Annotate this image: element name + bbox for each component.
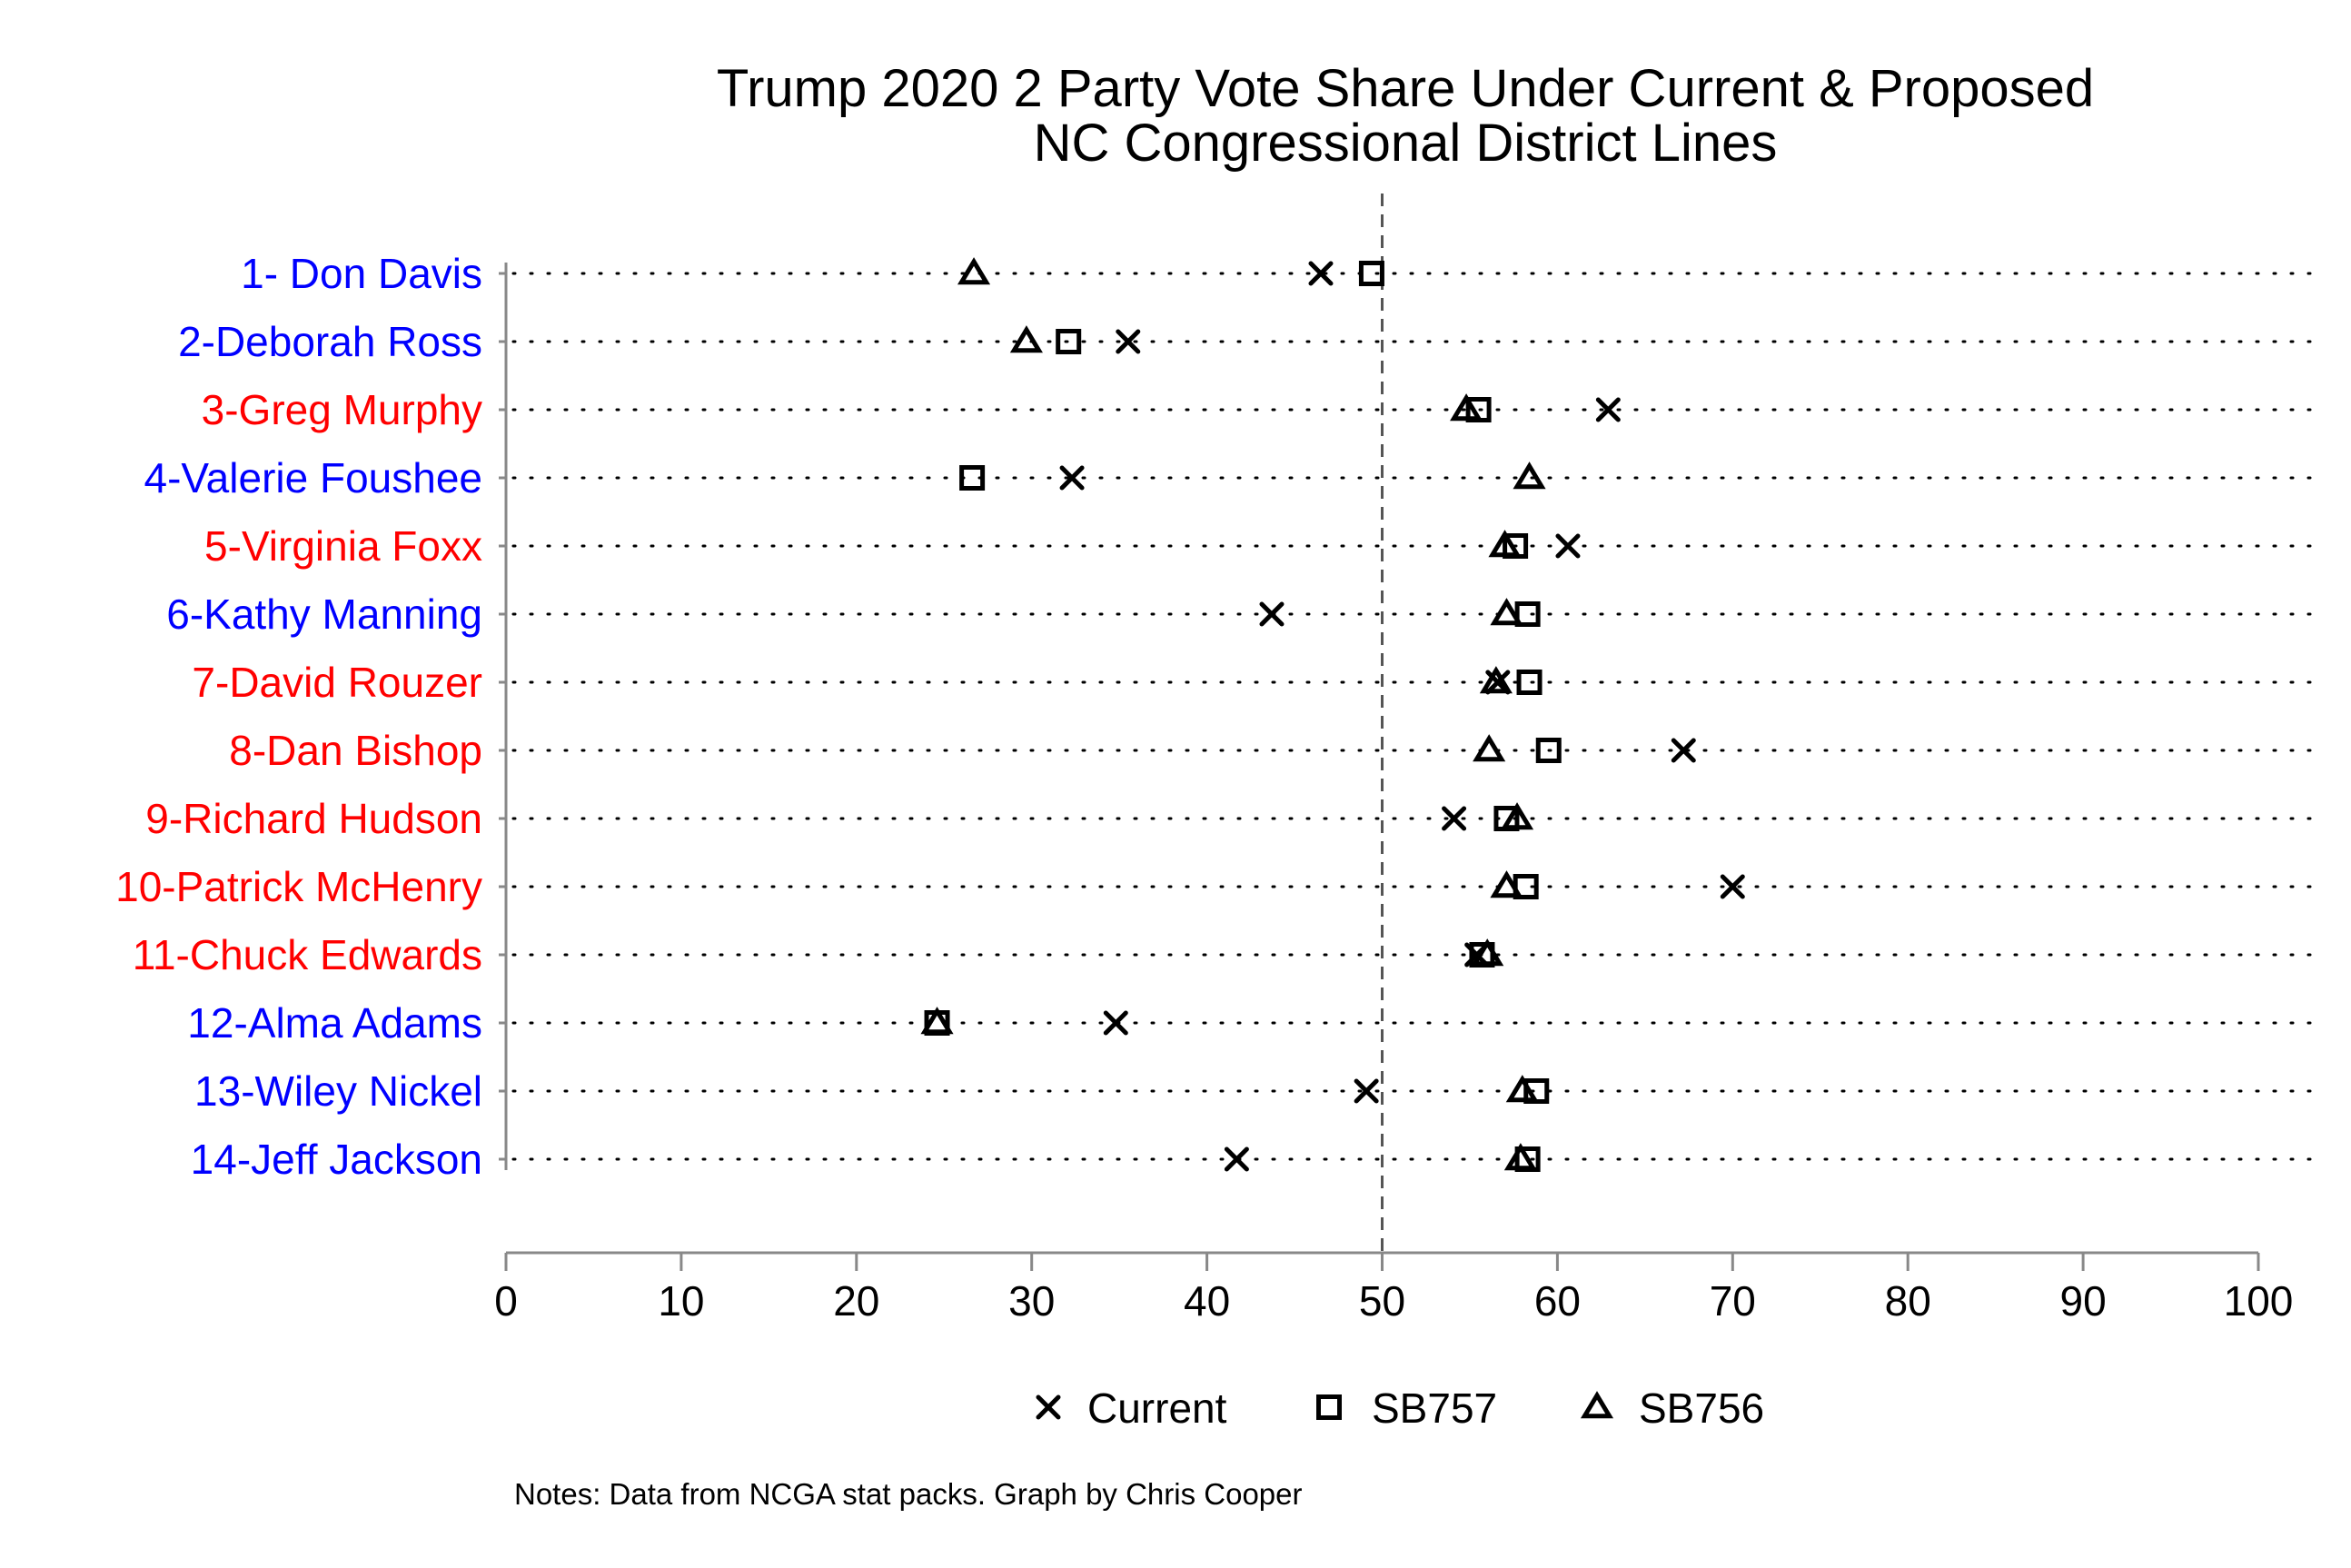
x-tick-label-70: 70: [1710, 1277, 1756, 1325]
marker-triangle-4: [1513, 461, 1546, 490]
legend-marker-square: [1316, 1394, 1342, 1420]
marker-triangle-13: [1505, 1075, 1539, 1103]
x-tick-label-40: 40: [1184, 1277, 1230, 1325]
marker-square-4: [959, 465, 986, 491]
marker-square-7: [1516, 670, 1543, 695]
marker-triangle-5: [1488, 530, 1522, 558]
legend: Current SB757 SB756: [1036, 1384, 1764, 1432]
legend-label-3: SB756: [1639, 1384, 1764, 1432]
x-tick-label-100: 100: [2224, 1277, 2294, 1325]
x-tick-label-10: 10: [658, 1277, 704, 1325]
marker-triangle-10: [1490, 870, 1523, 898]
marker-square-2: [1056, 329, 1082, 354]
category-label-4: 4-Valerie Foushee: [144, 454, 482, 501]
marker-x-1: [1308, 261, 1334, 286]
category-label-14: 14-Jeff Jackson: [191, 1136, 482, 1183]
category-label-13: 13-Wiley Nickel: [194, 1067, 482, 1115]
marker-x-8: [1671, 738, 1696, 763]
marker-triangle-1: [957, 257, 991, 285]
category-label-9: 9-Richard Hudson: [145, 795, 482, 842]
marker-triangle-6: [1490, 598, 1523, 626]
category-label-8: 8-Dan Bishop: [229, 727, 482, 774]
marker-square-8: [1535, 738, 1562, 763]
data-markers: [920, 257, 1745, 1172]
category-label-5: 5-Virginia Foxx: [204, 522, 482, 570]
marker-triangle-2: [1009, 325, 1043, 353]
x-tick-label-50: 50: [1359, 1277, 1405, 1325]
marker-triangle-7: [1479, 666, 1513, 694]
legend-label-1: Current: [1087, 1384, 1227, 1432]
marker-triangle-9: [1500, 802, 1534, 830]
y-axis: 1- Don Davis 2-Deborah Ross 3-Greg Murphy 4…: [115, 250, 508, 1183]
category-label-3: 3-Greg Murphy: [202, 386, 482, 433]
legend-marker-triangle: [1580, 1391, 1614, 1419]
marker-square-1: [1358, 261, 1384, 286]
marker-x-13: [1354, 1078, 1379, 1104]
x-axis: 0 10 20 30 40 50 60 70 80 90 100: [494, 1251, 2294, 1325]
marker-triangle-11: [1471, 938, 1504, 967]
marker-x-12: [1103, 1010, 1128, 1036]
chart-title: Trump 2020 2 Party Vote Share Under Curr…: [717, 59, 2094, 118]
x-tick-label-80: 80: [1885, 1277, 1931, 1325]
marker-triangle-14: [1503, 1143, 1537, 1171]
category-label-6: 6-Kathy Manning: [166, 590, 482, 638]
marker-x-5: [1555, 533, 1581, 559]
x-tick-label-60: 60: [1534, 1277, 1581, 1325]
category-label-11: 11-Chuck Edwards: [133, 931, 482, 978]
x-tick-label-0: 0: [494, 1277, 518, 1325]
category-label-10: 10-Patrick McHenry: [115, 863, 482, 910]
x-tick-label-20: 20: [833, 1277, 879, 1325]
x-tick-label-90: 90: [2060, 1277, 2107, 1325]
category-label-7: 7-David Rouzer: [192, 659, 482, 706]
marker-triangle-3: [1450, 393, 1483, 422]
marker-x-2: [1116, 329, 1141, 354]
category-label-1: 1- Don Davis: [241, 250, 482, 297]
marker-square-6: [1514, 601, 1541, 627]
marker-x-10: [1720, 874, 1745, 899]
marker-x-6: [1259, 601, 1285, 627]
x-tick-label-30: 30: [1008, 1277, 1055, 1325]
marker-triangle-8: [1473, 734, 1506, 762]
marker-x-3: [1595, 397, 1621, 422]
category-label-12: 12-Alma Adams: [187, 999, 482, 1047]
marker-x-4: [1059, 465, 1085, 491]
chart-subtitle: NC Congressional District Lines: [1034, 114, 1778, 173]
marker-x-9: [1442, 806, 1467, 831]
marker-x-14: [1224, 1146, 1249, 1172]
legend-label-2: SB757: [1372, 1384, 1497, 1432]
legend-marker-x: [1036, 1394, 1061, 1420]
category-label-2: 2-Deborah Ross: [178, 318, 482, 365]
marker-triangle-12: [920, 1007, 954, 1035]
chart-notes: Notes: Data from NCGA stat packs. Graph …: [514, 1477, 1303, 1511]
